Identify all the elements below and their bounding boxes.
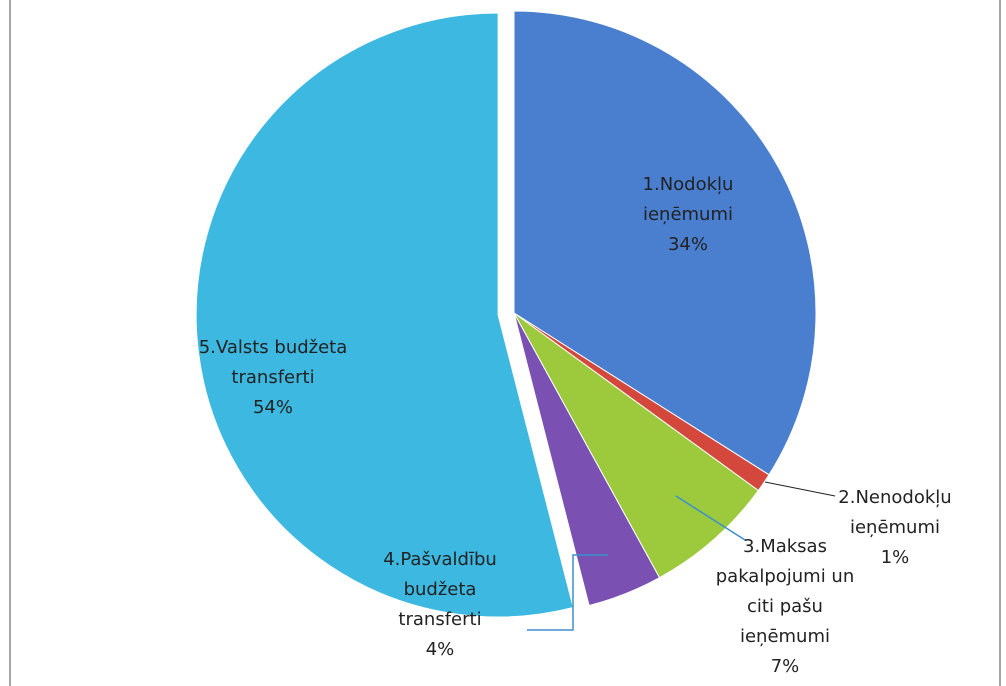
pie-slice bbox=[513, 312, 661, 607]
category-label: 2.Nenodokļu ieņēmumi bbox=[838, 487, 952, 538]
slice-label: 4.Pašvaldību budžeta transferti 4% bbox=[370, 545, 510, 665]
category-label: 1.Nodokļu ieņēmumi bbox=[642, 174, 734, 225]
leader-line bbox=[527, 554, 608, 631]
slice-label: 2.Nenodokļu ieņēmumi 1% bbox=[825, 483, 965, 573]
pie-slice bbox=[195, 12, 574, 618]
value-label: 7% bbox=[770, 656, 800, 677]
pie-slice bbox=[513, 312, 760, 579]
value-label: 54% bbox=[252, 397, 293, 418]
slice-label: 3.Maksas pakalpojumi un citi pašu ieņēmu… bbox=[710, 532, 860, 682]
leader-line bbox=[764, 481, 836, 497]
slice-label: 5.Valsts budžeta transferti 54% bbox=[188, 333, 358, 423]
value-label: 34% bbox=[667, 234, 708, 255]
pie-slice bbox=[513, 10, 817, 476]
slice-label: 1.Nodokļu ieņēmumi 34% bbox=[628, 170, 748, 260]
category-label: 3.Maksas pakalpojumi un citi pašu ieņēmu… bbox=[715, 536, 855, 647]
category-label: 4.Pašvaldību budžeta transferti bbox=[383, 549, 497, 630]
leader-line bbox=[675, 495, 746, 541]
category-label: 5.Valsts budžeta transferti bbox=[198, 337, 348, 388]
value-label: 4% bbox=[425, 639, 455, 660]
value-label: 1% bbox=[880, 547, 910, 568]
